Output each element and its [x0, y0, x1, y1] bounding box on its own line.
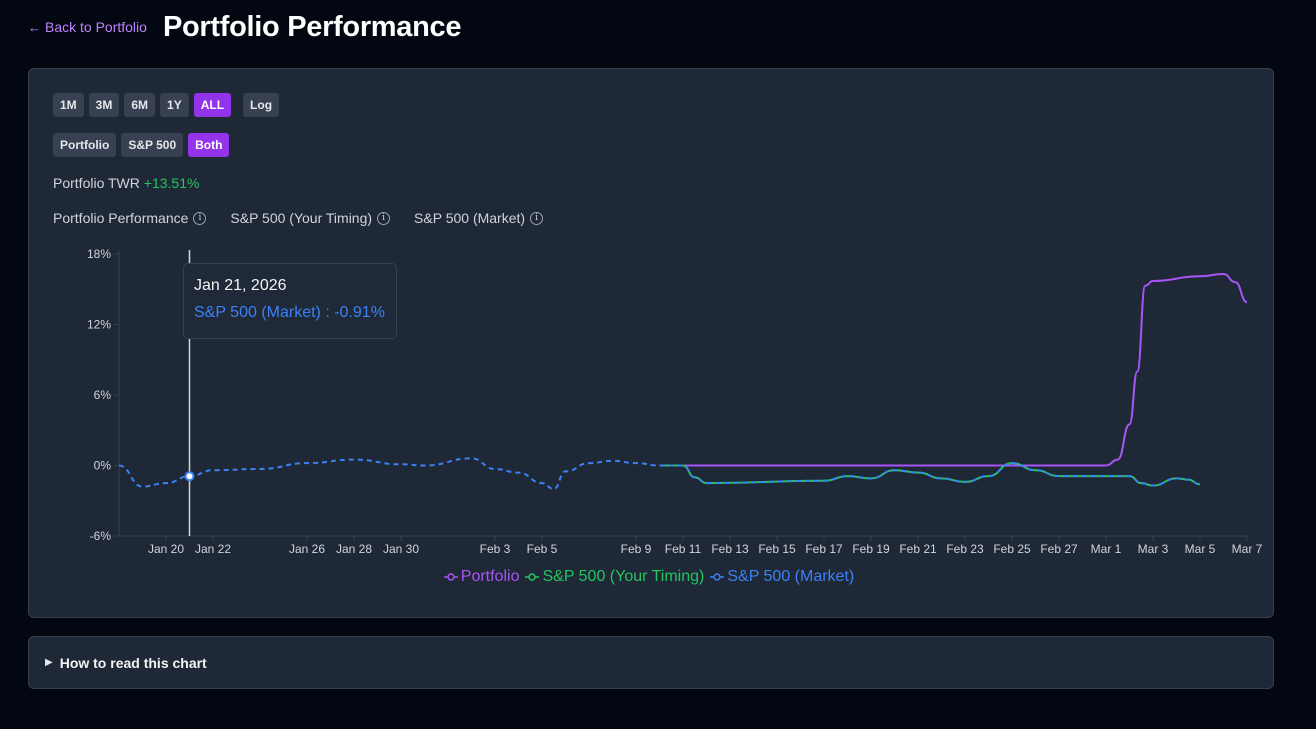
x-tick-label: Mar 5 [1185, 542, 1216, 556]
tooltip-series: S&P 500 (Market) [194, 304, 321, 321]
x-tick-label: Feb 11 [665, 542, 702, 556]
range-selector: 1M 3M 6M 1Y ALL Log [53, 93, 284, 117]
legend-label: S&P 500 (Your Timing) [542, 568, 705, 585]
arrow-left-icon: ← [28, 19, 41, 35]
metric-tabs: Portfolio Performance i S&P 500 (Your Ti… [53, 210, 567, 226]
range-button-1y[interactable]: 1Y [160, 93, 189, 117]
log-scale-toggle[interactable]: Log [243, 93, 280, 117]
range-button-1m[interactable]: 1M [53, 93, 84, 117]
y-tick-label: 18% [87, 247, 111, 261]
metric-tab-sp500-market: S&P 500 (Market) i [414, 210, 544, 226]
how-to-read-toggle[interactable]: ▶ How to read this chart [28, 636, 1274, 689]
x-tick-label: Jan 22 [195, 542, 231, 556]
x-tick-label: Feb 17 [805, 542, 843, 556]
legend-item-portfolio[interactable]: Portfolio [443, 568, 520, 586]
metric-tab-portfolio: Portfolio Performance i [53, 210, 207, 226]
chart-legend: Portfolio S&P 500 (Your Timing) S&P 500 … [29, 568, 1275, 586]
x-tick-label: Mar 7 [1232, 542, 1263, 556]
x-tick-label: Jan 28 [336, 542, 372, 556]
series-button-both[interactable]: Both [188, 133, 230, 157]
y-tick-label: 0% [94, 459, 112, 473]
how-to-read-label: How to read this chart [59, 654, 207, 671]
info-icon[interactable]: i [193, 211, 207, 225]
x-tick-label: Feb 9 [621, 542, 652, 556]
series-button-sp500[interactable]: S&P 500 [121, 133, 184, 157]
metric-tab-sp500-timing: S&P 500 (Your Timing) i [230, 210, 391, 226]
legend-line-icon [525, 573, 540, 581]
x-tick-label: Feb 21 [899, 542, 937, 556]
chart-tooltip: Jan 21, 2026 S&P 500 (Market) : -0.91% [183, 263, 397, 339]
legend-item-timing[interactable]: S&P 500 (Your Timing) [525, 568, 704, 586]
info-icon[interactable]: i [377, 211, 391, 225]
x-tick-label: Mar 1 [1091, 542, 1122, 556]
back-to-portfolio-link[interactable]: ← Back to Portfolio [28, 19, 147, 35]
x-tick-label: Jan 30 [383, 542, 419, 556]
series-selector: Portfolio S&P 500 Both [53, 133, 234, 157]
x-tick-label: Feb 19 [852, 542, 890, 556]
chart-card: 1M 3M 6M 1Y ALL Log Portfolio S&P 500 Bo… [28, 68, 1274, 618]
page-title: Portfolio Performance [162, 10, 462, 43]
twr-label: Portfolio TWR [53, 175, 140, 191]
page-header: ← Back to Portfolio Portfolio Performanc… [28, 10, 462, 44]
tooltip-value-row: S&P 500 (Market) : -0.91% [194, 304, 385, 321]
x-tick-label: Feb 27 [1040, 542, 1078, 556]
legend-line-icon [710, 573, 725, 581]
tooltip-date: Jan 21, 2026 [194, 277, 287, 294]
series-line-portfolio [659, 272, 1248, 467]
tooltip-value: -0.91% [334, 304, 385, 321]
x-tick-label: Feb 3 [480, 542, 511, 556]
back-link-label: Back to Portfolio [45, 19, 147, 35]
legend-line-icon [443, 573, 458, 581]
performance-chart[interactable]: -6% 0% 6% 12% 18% Jan 20 Jan 22 Jan 26 Jan 28 Jan… [29, 69, 1273, 617]
x-tick-label: Feb 25 [993, 542, 1031, 556]
x-tick-label: Jan 20 [148, 542, 184, 556]
portfolio-twr: Portfolio TWR +13.51% [53, 175, 199, 191]
x-tick-label: Feb 5 [527, 542, 558, 556]
x-tick-label: Feb 15 [758, 542, 796, 556]
x-tick-label: Feb 13 [711, 542, 749, 556]
series-line-market [118, 457, 1201, 491]
metric-tab-label: Portfolio Performance [53, 210, 189, 226]
x-tick-label: Mar 3 [1138, 542, 1169, 556]
y-tick-label: 12% [87, 318, 111, 332]
legend-label: Portfolio [460, 568, 520, 585]
range-button-all[interactable]: ALL [193, 93, 232, 117]
legend-label: S&P 500 (Market) [727, 568, 855, 585]
y-tick-label: 6% [94, 388, 112, 402]
triangle-right-icon: ▶ [45, 657, 53, 668]
range-button-6m[interactable]: 6M [124, 93, 156, 117]
twr-value: +13.51% [143, 175, 200, 191]
metric-tab-label: S&P 500 (Market) [414, 210, 526, 226]
metric-tab-label: S&P 500 (Your Timing) [230, 210, 373, 226]
x-tick-label: Jan 26 [289, 542, 325, 556]
range-button-3m[interactable]: 3M [88, 93, 120, 117]
y-tick-label: -6% [90, 529, 112, 543]
hover-point [184, 471, 195, 482]
x-tick-label: Feb 23 [946, 542, 984, 556]
legend-item-market[interactable]: S&P 500 (Market) [710, 568, 854, 586]
series-button-portfolio[interactable]: Portfolio [53, 133, 117, 157]
info-icon[interactable]: i [530, 211, 544, 225]
